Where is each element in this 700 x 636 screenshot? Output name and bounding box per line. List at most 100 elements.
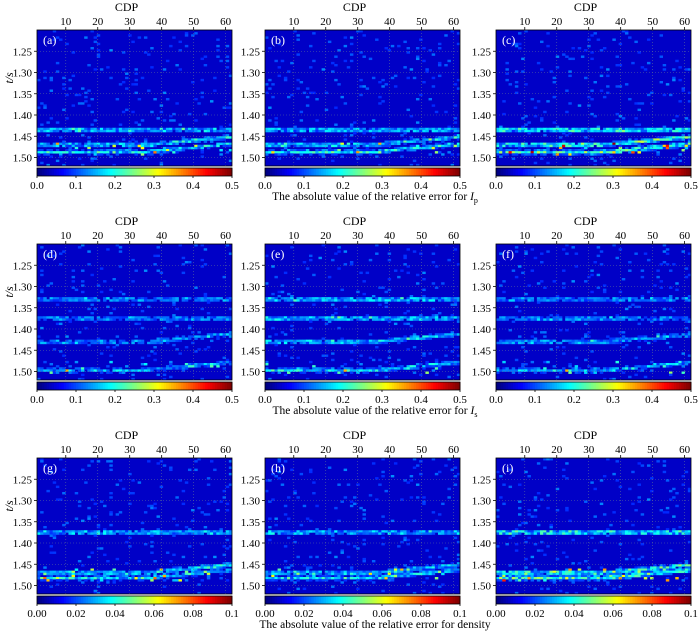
heatmap-cells — [496, 30, 691, 166]
colorbar: 0.0 0.1 0.2 0.3 0.4 0.5 — [30, 381, 239, 406]
colorbar-tick-label: 0.08 — [411, 608, 431, 620]
colorbar-tick-label: 0.5 — [684, 180, 698, 192]
plot-frame — [36, 29, 233, 167]
x-tick-label: 20 — [92, 16, 104, 28]
heatmap-cells — [496, 244, 691, 380]
x-tick-label: 30 — [583, 230, 595, 242]
colorbar: 0.00 0.02 0.04 0.06 0.08 0.1 — [486, 595, 698, 620]
gridlines — [265, 30, 460, 166]
y-tick-label: 1.25 — [13, 260, 33, 272]
y-tick-label: 1.30 — [13, 496, 33, 508]
x-tick-label: 50 — [416, 444, 428, 456]
plot-frame — [264, 29, 461, 167]
y-tick-label: 1.35 — [241, 303, 261, 315]
y-tick-label: 1.25 — [472, 474, 492, 486]
gridlines — [37, 458, 232, 594]
x-tick-label: 40 — [384, 230, 396, 242]
x-tick-label: 40 — [615, 230, 627, 242]
colorbar: 0.00 0.02 0.04 0.06 0.08 0.1 — [27, 595, 239, 620]
colorbar-tick-label: 0.4 — [186, 394, 200, 406]
colorbar-tick-label: 0.3 — [375, 180, 389, 192]
colorbar-tick-label: 0.2 — [567, 394, 581, 406]
colorbar-tick-label: 0.3 — [606, 180, 620, 192]
x-tick-label: 30 — [124, 16, 136, 28]
x-tick-label: 20 — [551, 444, 563, 456]
colorbar-tick-label: 0.04 — [564, 608, 584, 620]
plot-frame — [495, 457, 692, 595]
x-tick-label: 60 — [448, 16, 460, 28]
x-tick-label: 60 — [448, 230, 460, 242]
x-tick-label: 30 — [583, 444, 595, 456]
y-tick-label: 1.40 — [13, 324, 33, 336]
caption-symbol: I — [470, 405, 476, 417]
gridlines — [265, 244, 460, 380]
x-tick-label: 40 — [156, 444, 168, 456]
x-tick-label: 10 — [288, 444, 300, 456]
y-tick-label: 1.30 — [472, 282, 492, 294]
x-tick-label: 50 — [647, 230, 659, 242]
heatmap-background — [37, 244, 232, 380]
y-tick-label: 1.35 — [472, 89, 492, 101]
colorbar-tick-label: 0.2 — [108, 394, 122, 406]
caption-text: The absolute value of the relative error… — [259, 619, 490, 631]
gridlines — [496, 458, 691, 594]
panel-label: (a) — [43, 33, 56, 47]
y-tick-label: 1.45 — [472, 345, 492, 357]
colorbar-tick-label: 0.1 — [528, 180, 542, 192]
y-tick-label: 1.30 — [13, 282, 33, 294]
x-axis-label: CDP — [115, 428, 139, 442]
heatmap-cells — [265, 30, 460, 166]
y-tick-label: 1.35 — [13, 89, 33, 101]
gridlines — [37, 30, 232, 166]
gridlines — [496, 30, 691, 166]
colorbar-tick-label: 0.0 — [30, 394, 44, 406]
colorbar-tick-label: 0.1 — [528, 394, 542, 406]
y-tick-label: 1.35 — [13, 303, 33, 315]
y-axis-label: t/s — [2, 72, 16, 84]
x-tick-label: 20 — [551, 230, 563, 242]
y-tick-label: 1.35 — [13, 517, 33, 529]
x-tick-label: 40 — [615, 16, 627, 28]
colorbar: 0.0 0.1 0.2 0.3 0.4 0.5 — [258, 167, 467, 192]
y-tick-label: 1.45 — [241, 559, 261, 571]
panel-label: (e) — [271, 247, 284, 261]
colorbar-tick-label: 0.4 — [645, 394, 659, 406]
x-axis-label: CDP — [343, 0, 367, 14]
colorbar: 0.0 0.1 0.2 0.3 0.4 0.5 — [489, 167, 698, 192]
x-tick-label: 20 — [320, 16, 332, 28]
colorbar-tick-label: 0.2 — [336, 394, 350, 406]
panel-h: 10 20 30 40 50 60 CDP 1.25 1.30 1.35 1.40 1.45 1.50 (… — [241, 428, 467, 620]
colorbar-tick-label: 0.1 — [453, 608, 467, 620]
caption-symbol: I — [469, 191, 475, 203]
colorbar-tick-label: 0.4 — [186, 180, 200, 192]
heatmap-cells — [37, 30, 232, 166]
x-axis-label: CDP — [115, 214, 139, 228]
colorbar-frame — [495, 167, 692, 177]
colorbar-frame — [495, 595, 692, 605]
plot-frame — [264, 457, 461, 595]
panel-label: (f) — [502, 247, 514, 261]
x-axis-label: CDP — [343, 214, 367, 228]
colorbar-tick-label: 0.5 — [225, 394, 239, 406]
colorbar-tick-label: 0.3 — [375, 394, 389, 406]
heatmap-cells — [37, 244, 232, 380]
colorbar-tick-label: 0.5 — [453, 180, 467, 192]
y-tick-label: 1.40 — [241, 324, 261, 336]
x-tick-label: 10 — [288, 230, 300, 242]
colorbar-tick-label: 0.1 — [684, 608, 698, 620]
y-tick-label: 1.45 — [13, 559, 33, 571]
heatmap-cells — [496, 458, 691, 594]
colorbar-frame — [264, 167, 461, 177]
y-tick-label: 1.50 — [472, 581, 492, 593]
gridlines — [37, 244, 232, 380]
colorbar-tick-label: 0.4 — [414, 180, 428, 192]
panel-a: 10 20 30 40 50 60 CDP 1.25 1.30 1.35 1.40 1.45 1.50 t… — [2, 0, 239, 192]
x-axis-label: CDP — [574, 0, 598, 14]
panel-e: 10 20 30 40 50 60 CDP 1.25 1.30 1.35 1.40 1.45 1.50 (… — [241, 214, 468, 406]
panel-b: 10 20 30 40 50 60 CDP 1.25 1.30 1.35 1.40 1.45 1.50 (… — [241, 0, 468, 192]
y-tick-label: 1.30 — [241, 68, 261, 80]
y-axis-label: t/s — [2, 500, 16, 512]
plot-frame — [36, 457, 233, 595]
colorbar-tick-label: 0.0 — [489, 394, 503, 406]
